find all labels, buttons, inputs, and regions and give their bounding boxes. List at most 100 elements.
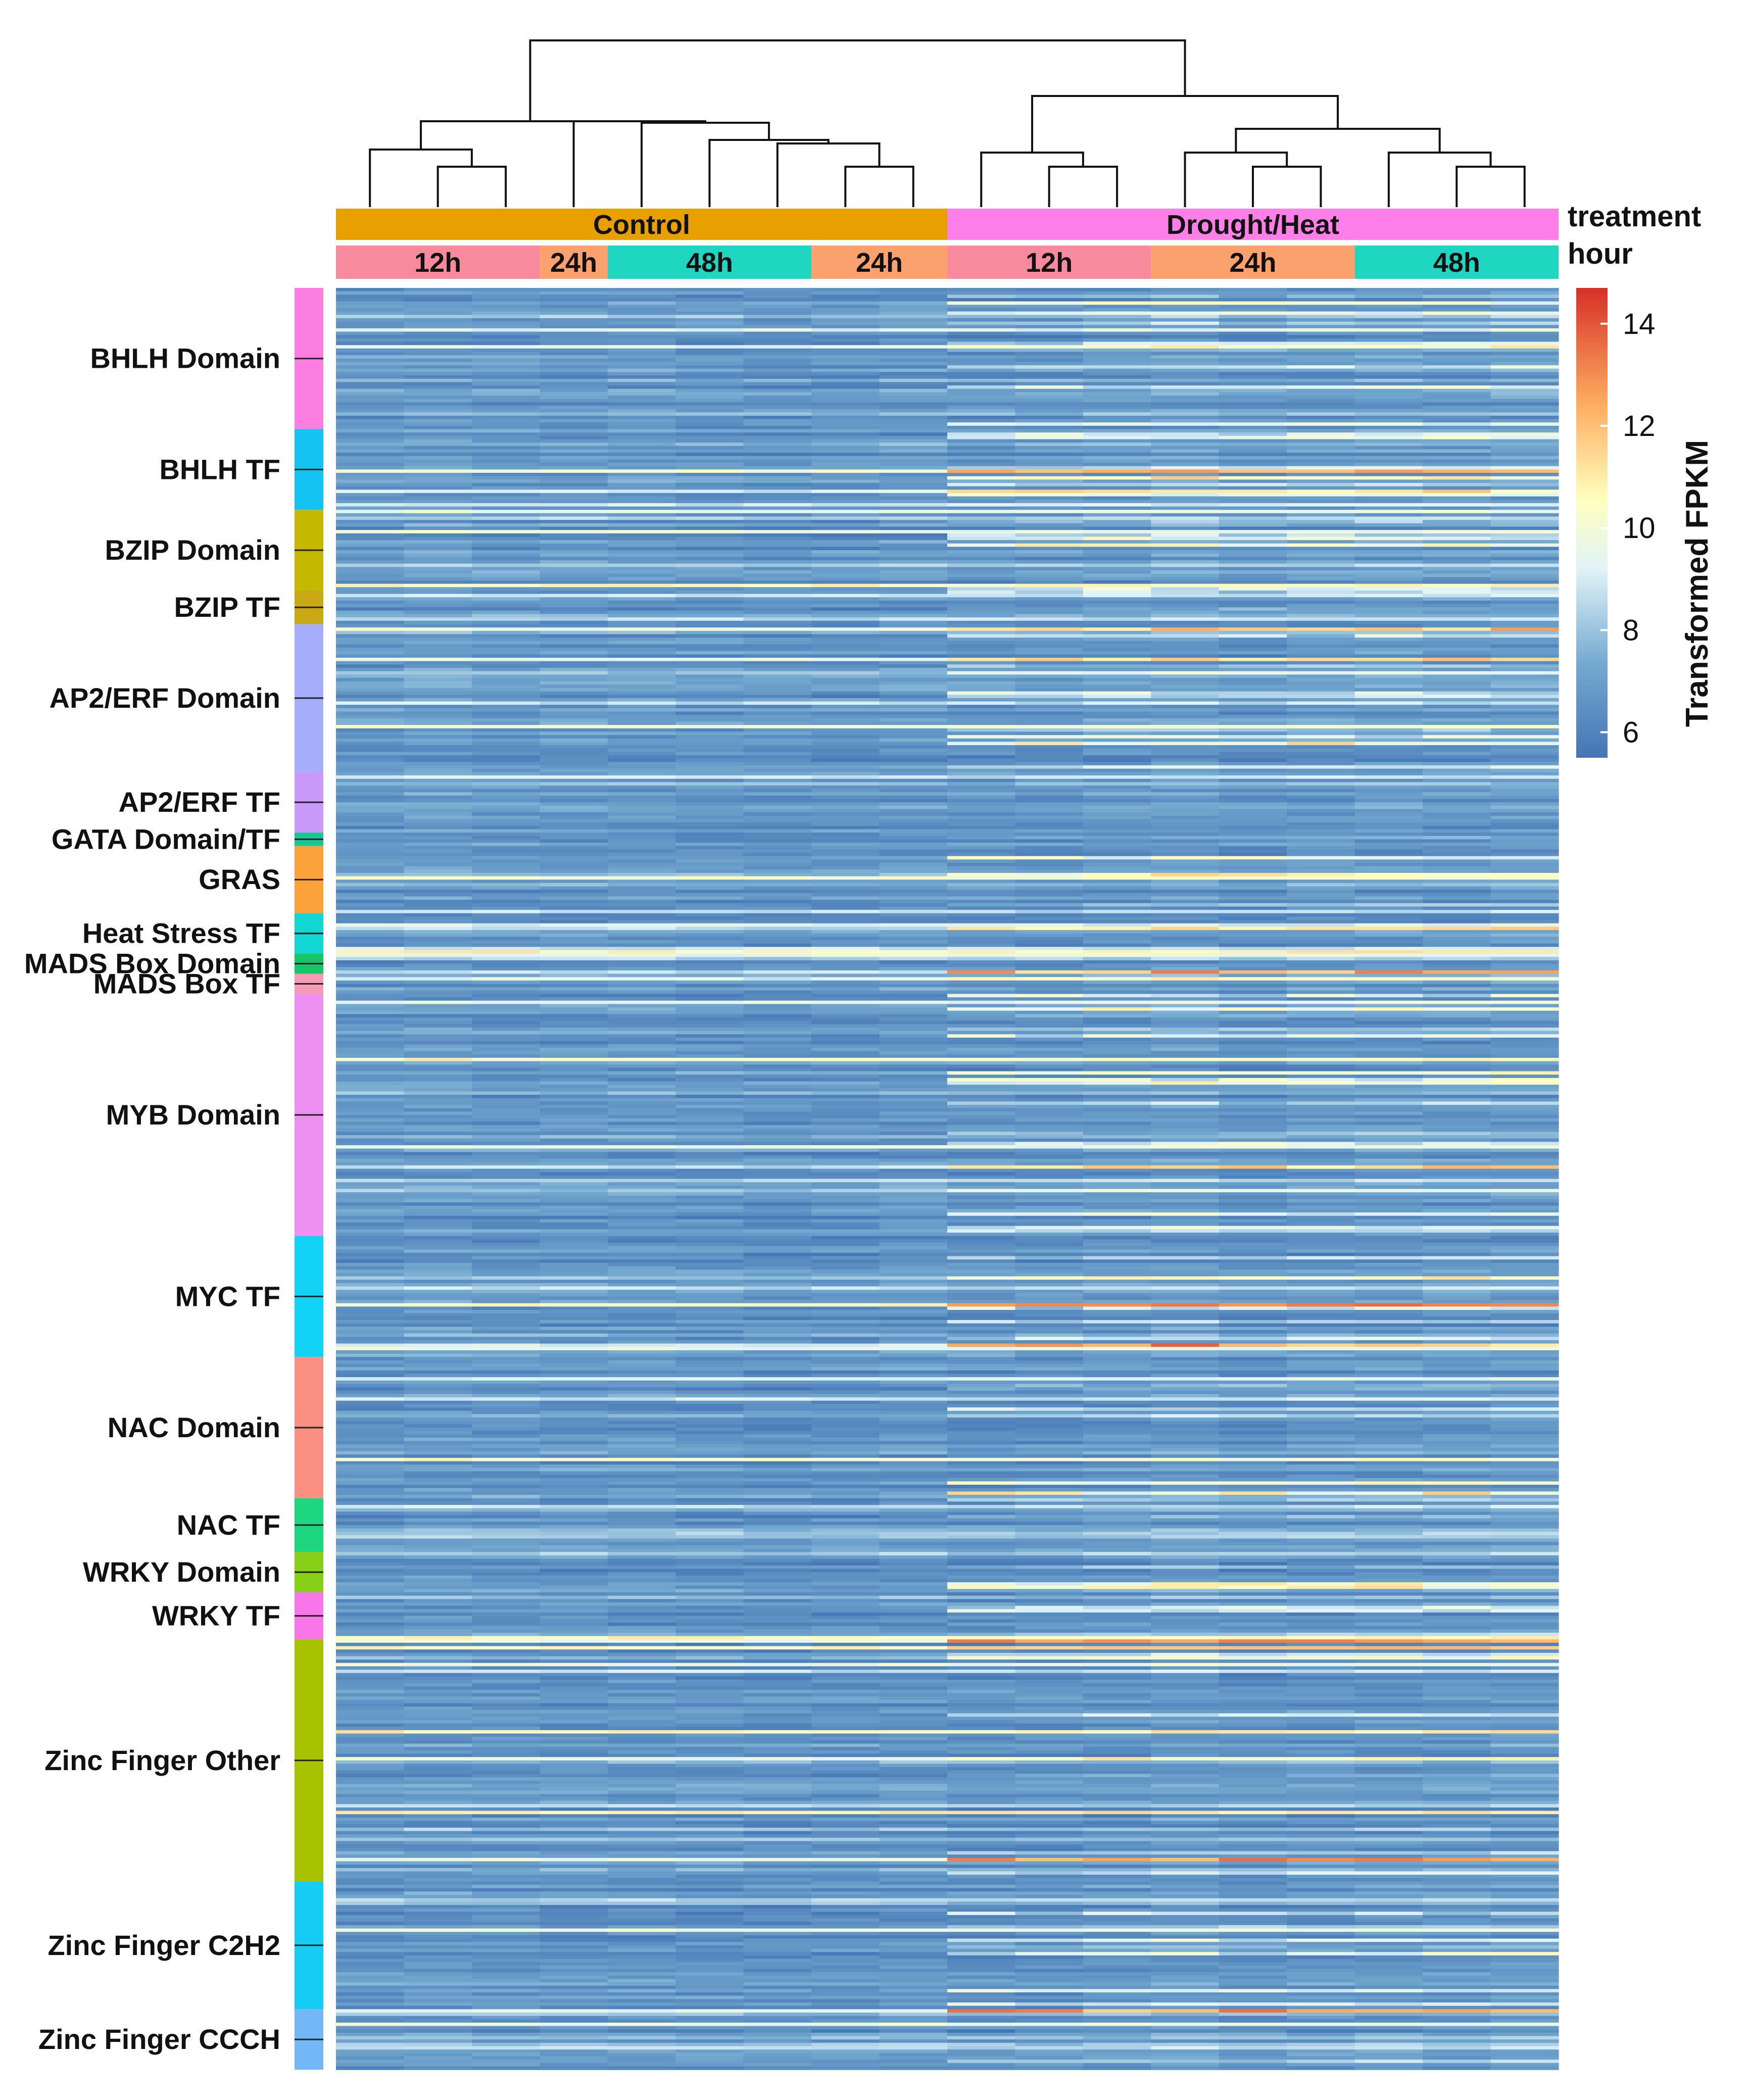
heatmap-cell bbox=[1423, 937, 1491, 941]
heatmap-cell bbox=[1490, 1044, 1559, 1048]
heatmap-cell bbox=[471, 775, 540, 779]
heatmap-cell bbox=[1151, 1085, 1220, 1089]
heatmap-cell bbox=[675, 829, 744, 833]
heatmap-cell bbox=[540, 479, 608, 483]
heatmap-cell bbox=[1083, 362, 1151, 366]
heatmap-cell bbox=[1490, 792, 1559, 796]
heatmap-cell bbox=[879, 1047, 948, 1052]
heatmap-cell bbox=[811, 402, 880, 406]
heatmap-cell bbox=[607, 691, 676, 695]
heatmap-cell bbox=[1151, 1115, 1220, 1119]
heatmap-cell bbox=[1015, 469, 1084, 473]
heatmap-cell bbox=[1423, 362, 1491, 366]
heatmap-cell bbox=[1354, 446, 1423, 450]
heatmap-cell bbox=[404, 926, 472, 931]
heatmap-cell bbox=[607, 526, 676, 530]
heatmap-cell bbox=[675, 1172, 744, 1176]
heatmap-cell bbox=[1083, 883, 1151, 887]
heatmap-cell bbox=[1015, 1085, 1084, 1089]
heatmap-cell bbox=[1423, 1132, 1491, 1136]
heatmap-cell bbox=[1423, 849, 1491, 853]
heatmap-cell bbox=[1423, 866, 1491, 870]
heatmap-cell bbox=[743, 358, 812, 362]
heatmap-cell bbox=[1083, 634, 1151, 638]
heatmap-cell bbox=[675, 604, 744, 608]
heatmap-cell bbox=[540, 328, 608, 332]
heatmap-cell bbox=[1219, 500, 1287, 504]
heatmap-cell bbox=[540, 557, 608, 561]
heatmap-cell bbox=[1354, 328, 1423, 332]
heatmap-cell bbox=[1287, 789, 1355, 793]
heatmap-cell bbox=[675, 960, 744, 964]
heatmap-cell bbox=[1219, 883, 1287, 887]
heatmap-cell bbox=[1423, 977, 1491, 981]
heatmap-cell bbox=[811, 1010, 880, 1015]
heatmap-cell bbox=[1287, 570, 1355, 574]
heatmap-cell bbox=[1151, 1010, 1220, 1015]
heatmap-cell bbox=[1490, 1081, 1559, 1085]
heatmap-cell bbox=[1083, 1028, 1151, 1032]
heatmap-cell bbox=[1354, 624, 1423, 628]
heatmap-cell bbox=[743, 301, 812, 305]
heatmap-cell bbox=[1490, 641, 1559, 645]
heatmap-cell bbox=[607, 758, 676, 762]
heatmap-cell bbox=[1015, 695, 1084, 699]
heatmap-cell bbox=[675, 305, 744, 309]
heatmap-cell bbox=[404, 1145, 472, 1149]
heatmap-cell bbox=[336, 610, 405, 615]
heatmap-cell bbox=[743, 950, 812, 954]
heatmap-cell bbox=[1287, 291, 1355, 295]
heatmap-cell bbox=[607, 352, 676, 356]
heatmap-cell bbox=[1219, 560, 1287, 564]
heatmap-cell bbox=[1015, 1145, 1084, 1149]
heatmap-cell bbox=[1490, 496, 1559, 500]
heatmap-cell bbox=[336, 839, 405, 843]
heatmap-cell bbox=[1423, 425, 1491, 430]
heatmap-cell bbox=[1490, 1145, 1559, 1149]
heatmap-cell bbox=[1354, 348, 1423, 353]
heatmap-cell bbox=[607, 355, 676, 359]
heatmap-cell bbox=[947, 742, 1016, 746]
heatmap-cell bbox=[607, 1071, 676, 1075]
heatmap-cell bbox=[675, 405, 744, 410]
heatmap-cell bbox=[1083, 644, 1151, 648]
dendro-link-d1 bbox=[1048, 166, 1119, 207]
heatmap-cell bbox=[404, 997, 472, 1001]
heatmap-cell bbox=[1219, 597, 1287, 601]
heatmap-cell bbox=[1490, 530, 1559, 534]
heatmap-cell bbox=[1490, 923, 1559, 927]
heatmap-cell bbox=[947, 930, 1016, 934]
heatmap-cell bbox=[1490, 432, 1559, 436]
heatmap-cell bbox=[1490, 375, 1559, 379]
heatmap-cell bbox=[1151, 1118, 1220, 1122]
heatmap-cell bbox=[811, 960, 880, 964]
heatmap-cell bbox=[811, 664, 880, 668]
heatmap-cell bbox=[1151, 610, 1220, 615]
heatmap-cell bbox=[1490, 570, 1559, 574]
heatmap-cell bbox=[1287, 805, 1355, 810]
heatmap-cell bbox=[336, 1189, 405, 1193]
heatmap-cell bbox=[811, 963, 880, 967]
heatmap-cell bbox=[607, 886, 676, 890]
heatmap-cell bbox=[811, 872, 880, 877]
heatmap-cell bbox=[743, 560, 812, 564]
heatmap-cell bbox=[1015, 516, 1084, 520]
heatmap-cell bbox=[336, 658, 405, 662]
heatmap-cell bbox=[1490, 409, 1559, 413]
heatmap-cell bbox=[1151, 311, 1220, 315]
heatmap-cell bbox=[404, 422, 472, 426]
heatmap-cell bbox=[1151, 466, 1220, 470]
heatmap-cell bbox=[1423, 553, 1491, 557]
heatmap-cell bbox=[1423, 893, 1491, 897]
heatmap-cell bbox=[607, 967, 676, 971]
heatmap-cell bbox=[675, 550, 744, 554]
heatmap-cell bbox=[1354, 1071, 1423, 1075]
heatmap-cell bbox=[811, 1031, 880, 1035]
heatmap-cell bbox=[1219, 580, 1287, 584]
heatmap-cell bbox=[1354, 735, 1423, 739]
heatmap-cell bbox=[675, 321, 744, 325]
heatmap-cell bbox=[811, 1202, 880, 1206]
heatmap-cell bbox=[743, 617, 812, 621]
heatmap-cell bbox=[1490, 970, 1559, 974]
heatmap-cell bbox=[1015, 937, 1084, 941]
